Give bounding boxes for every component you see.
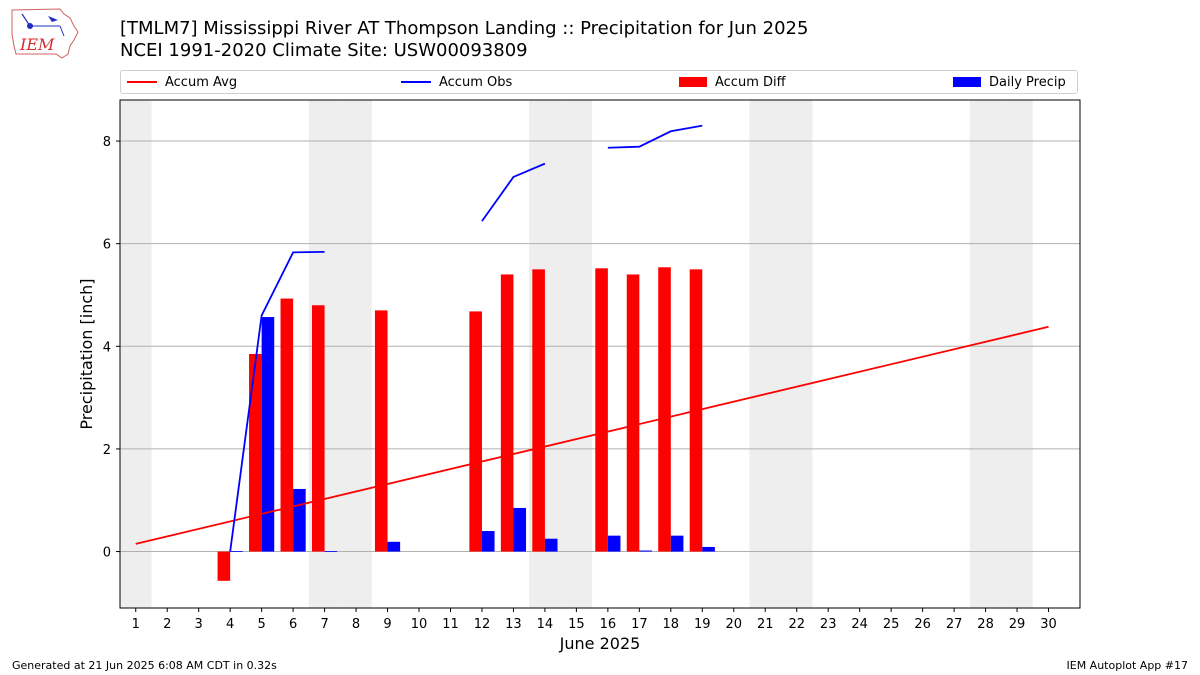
daily-precip-bar — [387, 541, 401, 552]
accum-diff-bar — [626, 274, 640, 552]
x-tick-label: 12 — [474, 617, 491, 632]
x-tick-label: 4 — [226, 617, 234, 632]
legend-item-accum-obs: Accum Obs — [401, 74, 512, 92]
weekend-shade — [560, 100, 593, 608]
legend-swatch-accum-avg — [127, 80, 157, 83]
x-tick-label: 9 — [383, 617, 391, 632]
weekend-shade — [340, 100, 372, 608]
accum-diff-bar — [312, 305, 325, 552]
legend-swatch-daily-precip — [953, 76, 981, 87]
x-tick-label: 30 — [1040, 617, 1057, 632]
plot-frame — [119, 99, 1081, 609]
accum-diff-bar — [374, 310, 388, 552]
x-tick-label: 8 — [352, 617, 360, 632]
accum-diff-bar — [249, 354, 262, 552]
chart-subtitle: NCEI 1991-2020 Climate Site: USW00093809 — [120, 40, 528, 61]
daily-precip-bar — [670, 535, 684, 552]
x-tick-label: 13 — [505, 617, 522, 632]
x-tick-label: 14 — [537, 617, 554, 632]
daily-precip-bar — [513, 507, 527, 552]
y-tick-label: 6 — [103, 238, 111, 253]
accum-obs-line — [607, 124, 703, 149]
accum-obs-line — [481, 162, 546, 222]
x-tick-label: 21 — [757, 617, 774, 632]
y-tick-label: 4 — [103, 340, 111, 355]
footer-generated: Generated at 21 Jun 2025 6:08 AM CDT in … — [12, 659, 277, 672]
legend-label-accum-diff: Accum Diff — [715, 75, 786, 90]
weekend-shade — [969, 100, 1002, 608]
legend-item-accum-diff: Accum Diff — [679, 74, 786, 92]
x-tick-label: 27 — [946, 617, 963, 632]
x-tick-label: 22 — [788, 617, 805, 632]
x-tick-label: 17 — [631, 617, 648, 632]
x-tick-label: 18 — [663, 617, 680, 632]
legend-item-daily-precip: Daily Precip — [953, 74, 1066, 92]
y-tick-label: 0 — [103, 546, 111, 561]
accum-diff-bar — [500, 274, 514, 552]
x-axis-label: June 2025 — [559, 634, 641, 653]
daily-precip-bar — [324, 551, 338, 552]
x-tick-label: 20 — [725, 617, 742, 632]
daily-precip-bar — [293, 488, 306, 552]
y-axis-label: Precipitation [inch] — [77, 278, 96, 429]
x-tick-label: 6 — [289, 617, 297, 632]
x-tick-label: 5 — [257, 617, 265, 632]
weekend-shade — [749, 100, 781, 608]
x-tick-label: 1 — [132, 617, 140, 632]
chart-title: [TMLM7] Mississippi River AT Thompson La… — [120, 18, 809, 39]
x-tick-label: 10 — [411, 617, 428, 632]
x-tick-label: 11 — [442, 617, 459, 632]
weekend-shade — [1001, 100, 1033, 608]
daily-precip-bar — [544, 538, 558, 552]
x-tick-label: 19 — [694, 617, 711, 632]
accum-diff-bar — [595, 268, 608, 552]
legend-item-accum-avg: Accum Avg — [127, 74, 237, 92]
x-tick-label: 2 — [163, 617, 171, 632]
daily-precip-bar — [639, 550, 652, 552]
chart-legend: Accum Avg Accum Obs Accum Diff Daily Pre… — [120, 70, 1078, 94]
x-tick-label: 24 — [851, 617, 868, 632]
accum-diff-bar — [217, 551, 231, 581]
x-tick-label: 3 — [195, 617, 203, 632]
x-tick-label: 25 — [883, 617, 900, 632]
legend-label-accum-avg: Accum Avg — [165, 75, 238, 90]
weekend-shade — [120, 100, 152, 608]
iem-logo-text: IEM — [19, 35, 55, 54]
daily-precip-bar — [481, 531, 495, 552]
accum-avg-line — [135, 325, 1049, 545]
legend-swatch-accum-obs — [401, 80, 431, 83]
weekend-shade — [780, 100, 813, 608]
daily-precip-bar — [607, 535, 621, 552]
daily-precip-bar — [702, 546, 715, 552]
x-tick-label: 28 — [977, 617, 994, 632]
x-tick-label: 7 — [320, 617, 328, 632]
y-tick-label: 8 — [103, 135, 111, 150]
daily-precip-bar — [230, 551, 243, 552]
accum-diff-bar — [280, 298, 294, 552]
accum-diff-bar — [469, 311, 482, 552]
x-tick-label: 23 — [820, 617, 837, 632]
accum-diff-bar — [658, 267, 671, 552]
x-tick-label: 26 — [914, 617, 931, 632]
x-tick-label: 16 — [600, 617, 617, 632]
iem-logo: IEM — [11, 8, 79, 59]
x-tick-label: 29 — [1009, 617, 1026, 632]
legend-swatch-accum-diff — [679, 76, 707, 87]
y-tick-label: 2 — [103, 443, 111, 458]
accum-diff-bar — [532, 269, 545, 552]
x-tick-label: 15 — [568, 617, 585, 632]
daily-precip-bar — [261, 317, 275, 552]
legend-label-daily-precip: Daily Precip — [989, 75, 1066, 90]
footer-app: IEM Autoplot App #17 — [1066, 659, 1189, 672]
legend-label-accum-obs: Accum Obs — [439, 75, 513, 90]
accum-obs-line — [229, 250, 325, 552]
